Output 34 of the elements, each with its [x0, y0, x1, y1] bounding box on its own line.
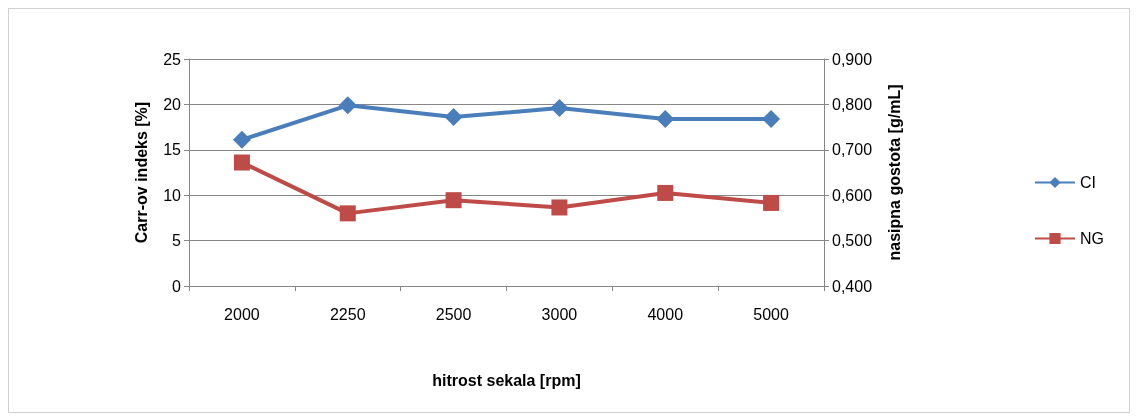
- x-tick-label: 2250: [329, 305, 366, 323]
- y-tick-label: 25: [163, 50, 182, 68]
- y-tick-label: 20: [163, 95, 182, 113]
- x-tick-label: 2500: [435, 305, 472, 323]
- y2-tick-label: 0,900: [832, 50, 873, 68]
- y2-axis-title: nasipna gostota [g/mL]: [885, 84, 903, 261]
- y-tick-label: 5: [172, 232, 182, 250]
- point: [233, 154, 250, 171]
- point: [445, 192, 462, 209]
- y2-tick-label: 0,600: [832, 186, 873, 204]
- x-tick-label: 2000: [224, 305, 260, 323]
- point: [657, 184, 674, 201]
- legend-label: CI: [1080, 174, 1096, 191]
- y2-tick-label: 0,800: [832, 95, 873, 113]
- legend-label: NG: [1080, 230, 1104, 247]
- point: [444, 108, 463, 127]
- x-tick-label: 4000: [647, 305, 684, 323]
- y2-tick-label: 0,400: [832, 277, 873, 295]
- point: [339, 205, 356, 222]
- point: [763, 194, 780, 211]
- y-tick-label: 10: [163, 186, 182, 204]
- point: [338, 96, 357, 115]
- y-tick-label: 0: [172, 277, 182, 295]
- point: [232, 130, 251, 149]
- y2-tick-label: 0,700: [832, 141, 873, 159]
- x-tick-label: 3000: [541, 305, 578, 323]
- point: [551, 199, 568, 216]
- y2-tick-label: 0,500: [832, 232, 873, 250]
- y-tick-label: 15: [163, 141, 182, 159]
- point: [550, 99, 569, 118]
- x-axis-title: hitrost sekala [rpm]: [432, 371, 581, 389]
- x-tick-label: 5000: [753, 305, 789, 323]
- y-axis-title: Carr-ov indeks [%]: [132, 101, 150, 244]
- point: [762, 109, 781, 128]
